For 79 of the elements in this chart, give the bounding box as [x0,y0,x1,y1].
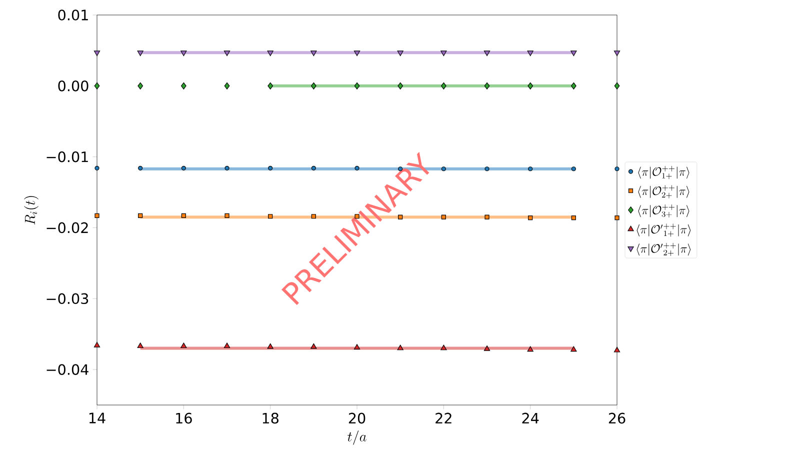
x-axis-title: $t/a$ [348,430,366,445]
point [224,82,230,90]
legend-label: $\langle\pi|\mathcal{O}_{2+}^{++}|\pi\rangle$ [638,185,690,198]
point [614,346,620,352]
legend-label: $\langle\pi|\mathcal{O}_{3+}^{++}|\pi\rangle$ [638,204,690,218]
point [224,166,230,170]
point [138,213,143,218]
point [441,214,446,220]
point [310,343,317,349]
y-tick-label: −0.03 [46,293,88,304]
point [484,166,490,172]
point [181,166,186,170]
x-tick-label: 18 [262,412,278,424]
point [397,50,404,56]
point [94,213,100,218]
y-tick-label: −0.04 [46,364,88,375]
point [310,82,316,90]
point [224,50,230,56]
point [268,214,273,219]
point [354,344,360,350]
point [180,342,187,348]
point [181,213,186,218]
point [614,82,620,90]
point [137,50,144,56]
point [268,166,273,170]
point [137,342,144,348]
point [267,343,274,349]
point [571,216,576,220]
point [527,346,534,352]
legend-label: $\langle\pi|\mathcal{O}'{}_{1+}^{++}|\pi\rangle$ [636,224,691,237]
point [614,50,620,56]
x-tick-label: 22 [436,412,452,424]
point [94,342,100,348]
point [570,82,576,90]
point [94,166,100,170]
point [398,82,404,90]
point [484,82,490,90]
point [571,166,576,172]
y-tick-label: −0.02 [46,222,88,234]
legend-label: $\langle\pi|\mathcal{O}_{1+}^{++}|\pi\rangle$ [638,166,690,180]
point [267,50,274,56]
point [528,216,533,220]
point [527,50,534,56]
y-tick-label: 0.01 [58,10,88,20]
point [614,216,620,220]
point [441,166,446,172]
point [268,82,274,90]
y-tick-label: −0.01 [46,151,88,162]
point [484,214,490,220]
point [614,166,620,172]
point [484,50,490,56]
point [570,346,577,352]
point [180,50,187,56]
point [94,50,100,56]
point [138,166,143,170]
point [138,82,144,90]
x-tick-label: 20 [348,412,366,424]
point [440,344,447,350]
x-tick-label: 14 [89,412,106,424]
y-axis-title: $R_i(t)$ [24,196,38,225]
point [440,82,446,90]
point [180,82,186,90]
point [354,82,360,90]
point [354,50,360,56]
point [570,50,577,56]
point [310,50,317,56]
x-tick-label: 26 [608,412,626,424]
point [528,166,533,172]
x-tick-label: 24 [522,412,539,424]
point [94,82,100,90]
y-tick-label: 0.00 [58,80,88,92]
legend-label: $\langle\pi|\mathcal{O}'{}_{2+}^{++}|\pi\rangle$ [636,242,691,256]
x-tick-label: 16 [176,412,192,424]
point [484,345,490,351]
point [397,344,404,350]
point [224,342,230,348]
point [224,213,230,218]
point [440,50,447,56]
point [528,82,534,90]
